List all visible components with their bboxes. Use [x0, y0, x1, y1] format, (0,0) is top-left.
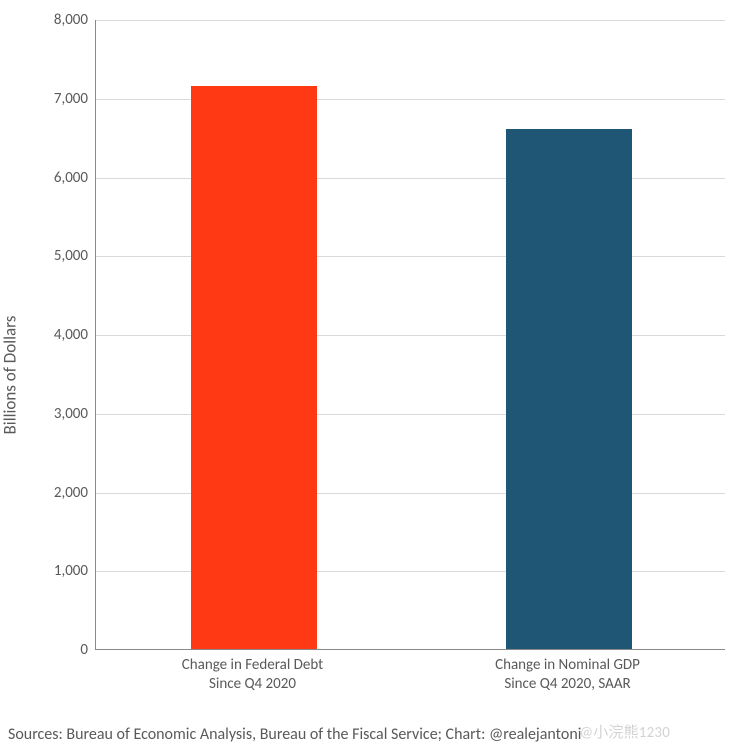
- x-tick-label-line: Since Q4 2020: [95, 675, 410, 694]
- y-tick-label: 3,000: [54, 405, 88, 423]
- watermark-text: @小浣熊1230: [580, 721, 670, 742]
- y-tick-label: 8,000: [54, 11, 88, 29]
- y-tick-label: 0: [80, 641, 88, 659]
- x-tick-label-line: Change in Federal Debt: [95, 656, 410, 675]
- source-caption: Sources: Bureau of Economic Analysis, Bu…: [8, 725, 581, 744]
- x-tick-label: Change in Nominal GDPSince Q4 2020, SAAR: [410, 656, 725, 694]
- y-tick-label: 2,000: [54, 484, 88, 502]
- y-tick-label: 4,000: [54, 326, 88, 344]
- x-tick-label: Change in Federal DebtSince Q4 2020: [95, 656, 410, 694]
- bar: [191, 86, 317, 649]
- y-tick-label: 5,000: [54, 247, 88, 265]
- y-tick-label: 7,000: [54, 90, 88, 108]
- chart-container: Billions of Dollars Sources: Bureau of E…: [0, 0, 750, 750]
- y-tick-label: 1,000: [54, 562, 88, 580]
- x-tick-label-line: Since Q4 2020, SAAR: [410, 675, 725, 694]
- plot-area: [95, 20, 725, 650]
- gridline: [96, 20, 725, 21]
- y-axis-label: Billions of Dollars: [0, 316, 21, 435]
- bar: [506, 129, 632, 649]
- x-tick-label-line: Change in Nominal GDP: [410, 656, 725, 675]
- y-tick-label: 6,000: [54, 169, 88, 187]
